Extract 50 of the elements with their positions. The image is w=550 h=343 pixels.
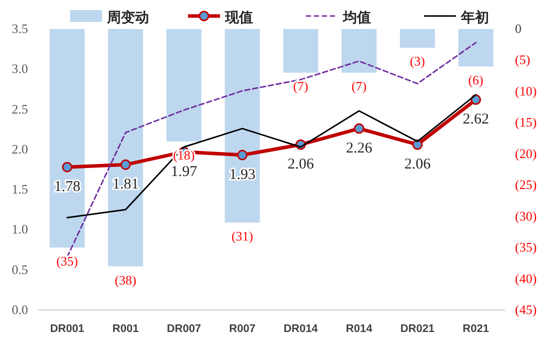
legend-label: 年初	[460, 9, 489, 26]
x-tick-label: DR001	[50, 323, 84, 335]
y2-tick-label: (15)	[515, 114, 537, 130]
data-label: 1.81	[112, 176, 139, 193]
y2-tick-label: (10)	[515, 83, 537, 98]
point	[237, 150, 248, 160]
y-tick-label: 2.5	[12, 101, 28, 116]
data-label: 2.26	[346, 140, 373, 157]
legend-label: 均值	[342, 10, 371, 26]
data-label: 2.06	[404, 156, 432, 173]
data-label: (7)	[293, 78, 308, 94]
y2-tick-label: (25)	[515, 177, 537, 192]
y2-tick-label: (45)	[515, 302, 537, 317]
data-label: (38)	[114, 272, 136, 288]
y-tick-label: 3.0	[12, 61, 28, 76]
x-tick-label: R021	[462, 323, 489, 335]
y-tick-label: 3.5	[12, 21, 28, 36]
data-label: 2.06	[288, 156, 314, 173]
y2-tick-label: (35)	[515, 240, 537, 255]
data-label: (3)	[410, 54, 426, 69]
y-tick-label: 0.5	[12, 262, 28, 277]
data-label: (31)	[231, 228, 254, 244]
y2-tick-label: 0	[515, 21, 522, 36]
point	[354, 123, 364, 134]
y2-tick-label: (20)	[515, 146, 537, 161]
y-tick-label: 1.0	[12, 222, 28, 237]
data-label: 1.97	[170, 164, 198, 180]
data-label: (6)	[468, 72, 484, 88]
y-tick-label: 0.0	[12, 302, 28, 317]
data-label: (7)	[351, 78, 367, 94]
x-tick-label: DR007	[166, 323, 202, 335]
data-label: 1.93	[229, 167, 256, 184]
y-tick-label: 1.5	[12, 182, 28, 197]
y2-tick-label: (40)	[515, 270, 537, 286]
data-label: 2.62	[462, 112, 489, 128]
y2-tick-label: (30)	[515, 208, 537, 224]
legend-label: 现值	[224, 10, 253, 26]
x-tick-label: R001	[112, 323, 139, 335]
x-tick-label: R007	[229, 323, 256, 335]
point	[62, 162, 72, 172]
y-tick-label: 2.0	[12, 141, 28, 156]
point	[412, 139, 423, 150]
x-tick-label: DR014	[284, 323, 319, 335]
data-label: (35)	[56, 254, 78, 269]
legend-label: 周变动	[106, 9, 149, 26]
data-label: 1.78	[54, 179, 80, 196]
x-tick-label: DR021	[400, 323, 435, 335]
y2-tick-label: (5)	[515, 52, 530, 68]
point	[120, 159, 131, 170]
x-tick-label: R014	[346, 323, 374, 335]
